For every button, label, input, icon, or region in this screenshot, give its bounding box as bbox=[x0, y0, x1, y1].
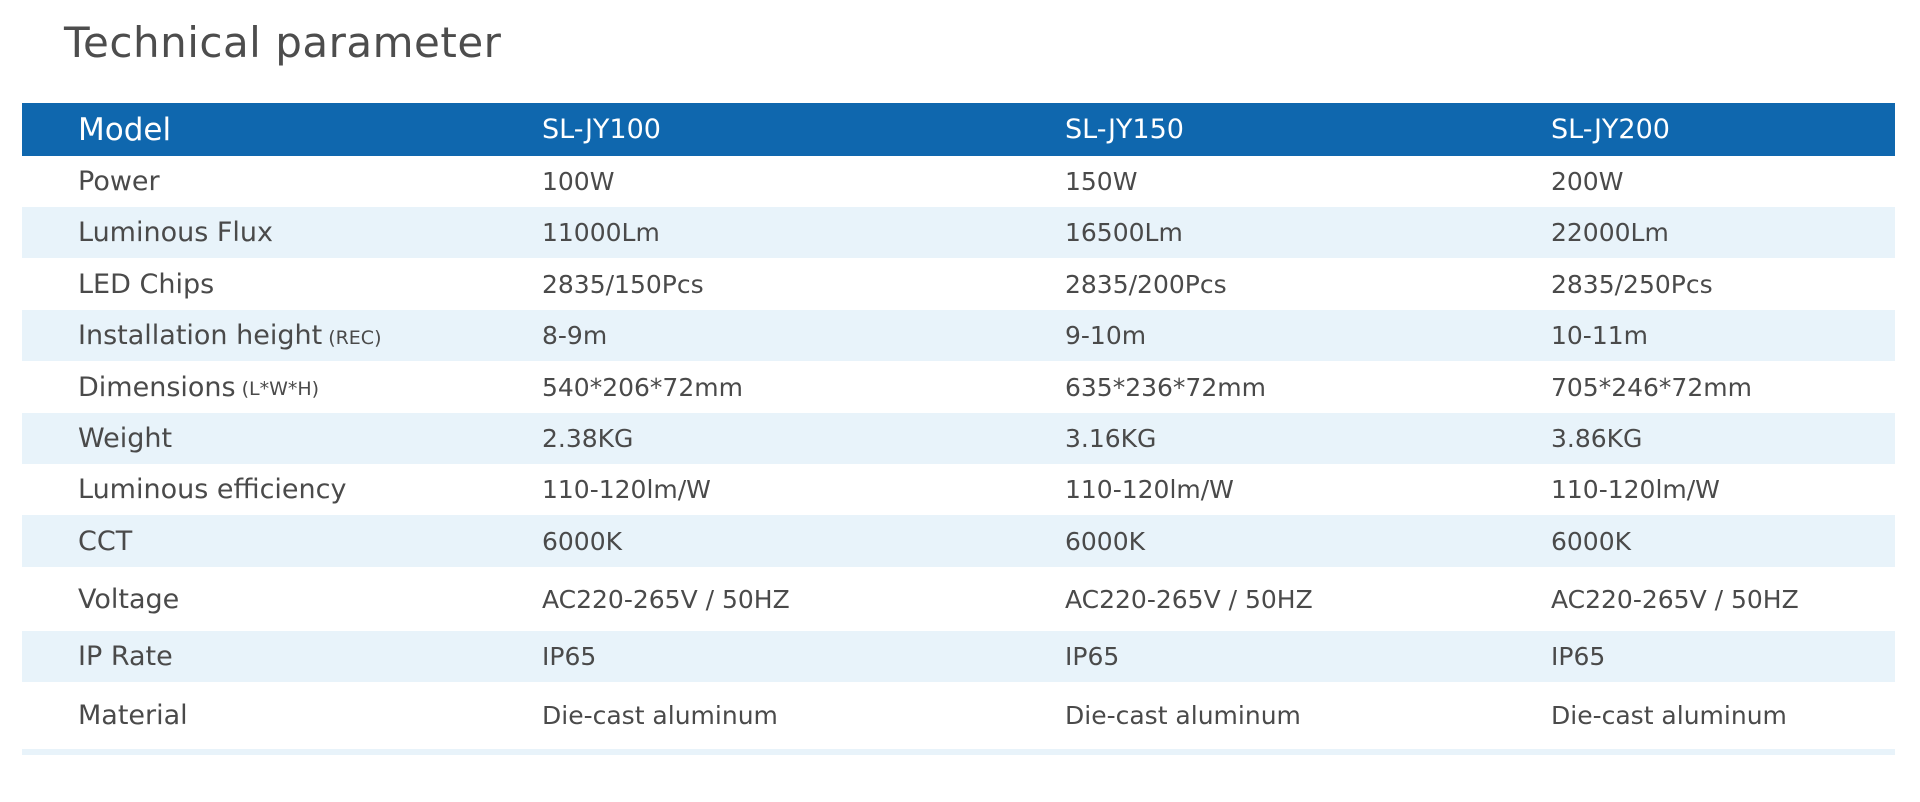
label-note: (L*W*H) bbox=[241, 378, 320, 400]
row-label: Material bbox=[78, 682, 188, 749]
value-cell: 6000K bbox=[1551, 526, 1632, 556]
value-cell: 16500Lm bbox=[1065, 218, 1183, 247]
value-cell: 6000K bbox=[542, 526, 623, 556]
value-cell: 10-11m bbox=[1551, 321, 1648, 350]
bottom-stripe bbox=[22, 749, 1895, 755]
row-label: CCT bbox=[78, 515, 132, 567]
value-cell: 9-10m bbox=[1065, 321, 1147, 350]
row-label: Installation height (REC) bbox=[78, 310, 382, 361]
label-text: Weight bbox=[78, 423, 173, 454]
table-row: IP Rate IP65 IP65 IP65 bbox=[22, 631, 1895, 682]
value-cell: Die-cast aluminum bbox=[1065, 701, 1301, 730]
label-text: CCT bbox=[78, 525, 133, 557]
value-cell: 2.38KG bbox=[542, 424, 634, 453]
value-cell: 110-120lm/W bbox=[1065, 475, 1234, 504]
value-cell: 110-120lm/W bbox=[542, 475, 711, 504]
value-cell: 2835/250Pcs bbox=[1551, 269, 1713, 299]
row-label: LED Chips bbox=[78, 258, 214, 310]
value-cell: 635*236*72mm bbox=[1065, 372, 1266, 402]
value-cell: 100W bbox=[542, 167, 615, 196]
value-cell: IP65 bbox=[1551, 642, 1606, 671]
label-note: (REC) bbox=[328, 326, 382, 349]
table-row: Voltage AC220-265V / 50HZ AC220-265V / 50H… bbox=[22, 567, 1895, 631]
value-cell: IP65 bbox=[1065, 642, 1120, 671]
value-cell: AC220-265V / 50HZ bbox=[1551, 584, 1799, 614]
table-row: Dimensions (L*W*H) 540*206*72mm 635*236*72m… bbox=[22, 361, 1895, 413]
row-label: IP Rate bbox=[78, 631, 173, 682]
table-row: Material Die-cast aluminum Die-cast alumin… bbox=[22, 682, 1895, 749]
value-cell: 8-9m bbox=[542, 321, 608, 350]
table-row: Weight 2.38KG 3.16KG 3.86KG bbox=[22, 413, 1895, 464]
label-text: Luminous efficiency bbox=[78, 474, 347, 505]
value-cell: 3.86KG bbox=[1551, 424, 1643, 453]
table-row: Installation height (REC) 8-9m 9-10m 10-11m bbox=[22, 310, 1895, 361]
row-label: Dimensions (L*W*H) bbox=[78, 361, 319, 413]
header-cell: SL-JY100 bbox=[542, 114, 661, 145]
value-cell: 2835/150Pcs bbox=[542, 269, 704, 299]
value-cell: 11000Lm bbox=[542, 218, 660, 247]
value-cell: 6000K bbox=[1065, 526, 1146, 556]
table-row: Power 100W 150W 200W bbox=[22, 156, 1895, 207]
value-cell: 22000Lm bbox=[1551, 218, 1669, 247]
table-row: Luminous Flux 11000Lm 16500Lm 22000Lm bbox=[22, 207, 1895, 258]
table-row: LED Chips 2835/150Pcs 2835/200Pcs 2835/250P… bbox=[22, 258, 1895, 310]
label-text: Material bbox=[78, 700, 188, 731]
value-cell: Die-cast aluminum bbox=[1551, 701, 1787, 730]
table-row: Luminous efficiency 110-120lm/W 110-120lm/… bbox=[22, 464, 1895, 515]
value-cell: 2835/200Pcs bbox=[1065, 269, 1227, 299]
row-label: Voltage bbox=[78, 567, 179, 631]
row-label: Power bbox=[78, 156, 160, 207]
table-row: CCT 6000K 6000K 6000K bbox=[22, 515, 1895, 567]
label-text: Installation height bbox=[78, 320, 323, 351]
header-cell: SL-JY150 bbox=[1065, 114, 1184, 145]
header-cell: Model bbox=[78, 111, 172, 148]
value-cell: 3.16KG bbox=[1065, 424, 1157, 453]
label-text: IP Rate bbox=[78, 641, 173, 672]
value-cell: 705*246*72mm bbox=[1551, 372, 1752, 402]
label-text: Luminous Flux bbox=[78, 217, 273, 248]
value-cell: 150W bbox=[1065, 167, 1138, 196]
header-row: Model SL-JY100 SL-JY150 SL-JY200 bbox=[22, 103, 1895, 156]
value-cell: Die-cast aluminum bbox=[542, 701, 778, 730]
row-label: Weight bbox=[78, 413, 172, 464]
label-text: Dimensions bbox=[78, 371, 236, 403]
row-label: Luminous efficiency bbox=[78, 464, 346, 515]
header-cell: SL-JY200 bbox=[1551, 114, 1670, 145]
page-title: Technical parameter bbox=[64, 18, 502, 67]
label-text: Power bbox=[78, 166, 160, 197]
value-cell: AC220-265V / 50HZ bbox=[1065, 584, 1313, 614]
value-cell: AC220-265V / 50HZ bbox=[542, 584, 790, 614]
row-label: Luminous Flux bbox=[78, 207, 273, 258]
value-cell: 200W bbox=[1551, 167, 1624, 196]
label-text: LED Chips bbox=[78, 268, 215, 300]
value-cell: 110-120lm/W bbox=[1551, 475, 1720, 504]
label-text: Voltage bbox=[78, 583, 180, 615]
value-cell: 540*206*72mm bbox=[542, 372, 743, 402]
value-cell: IP65 bbox=[542, 642, 597, 671]
